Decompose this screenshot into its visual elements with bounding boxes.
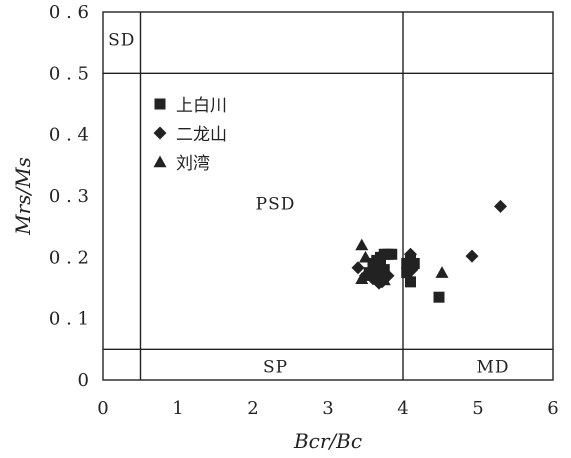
legend-label: 刘湾 [176, 154, 210, 174]
plot-border [102, 11, 554, 381]
data-point [405, 276, 416, 288]
y-axis-title: Mrs/Ms [11, 157, 35, 236]
plot-frame [102, 11, 554, 381]
data-point [378, 264, 390, 276]
axis-ticks: 0 1 2 3 4 5 6 0 0 . 1 0 . 2 0 . 3 0 . 4 0 . 5 0 . 6 [49, 2, 559, 419]
series-triangle [355, 238, 449, 286]
data-point [401, 267, 413, 279]
region-labels: SD PSD SP MD [108, 31, 509, 378]
x-tick-label: 4 [397, 398, 408, 419]
legend-label: 二龙山 [176, 125, 227, 145]
y-tick-label: 0 . 2 [49, 247, 89, 268]
data-point [494, 199, 507, 213]
data-point [405, 263, 419, 277]
x-tick-label: 6 [547, 398, 558, 419]
data-point [408, 257, 420, 269]
x-tick-label: 2 [247, 398, 258, 419]
region-label-sd: SD [108, 31, 135, 51]
data-point [368, 264, 381, 277]
legend-marker-square [154, 98, 166, 110]
x-axis-title: Bcr/Bc [293, 429, 362, 453]
x-tick-label: 0 [97, 398, 108, 419]
data-point [435, 266, 449, 278]
x-tick-label: 3 [322, 398, 333, 419]
data-points [351, 199, 507, 303]
y-tick-label: 0 . 4 [49, 125, 89, 146]
y-tick-label: 0 . 3 [49, 186, 89, 207]
axis-titles: Bcr/Bc Mrs/Ms [11, 157, 362, 453]
legend-label: 上白川 [176, 96, 227, 116]
region-label-sp: SP [263, 358, 288, 378]
data-point [465, 249, 479, 263]
data-point [404, 247, 417, 261]
region-label-psd: PSD [256, 194, 296, 214]
x-tick-label: 1 [172, 398, 183, 419]
data-point [359, 250, 372, 263]
data-point [433, 291, 445, 303]
y-tick-label: 0 . 5 [49, 63, 89, 84]
data-point [386, 248, 398, 260]
y-tick-label: 0 . 6 [49, 2, 89, 23]
y-tick-label: 0 . 1 [49, 309, 89, 330]
region-label-md: MD [476, 358, 509, 378]
y-tick-label: 0 [78, 370, 89, 391]
data-point [351, 261, 365, 275]
data-point [377, 273, 391, 286]
data-point [355, 272, 369, 284]
legend-marker-diamond [153, 126, 167, 140]
x-tick-label: 5 [472, 398, 483, 419]
legend-marker-triangle [153, 155, 167, 168]
region-boundaries [103, 12, 553, 380]
series-diamond [351, 199, 507, 290]
data-point [355, 238, 369, 251]
